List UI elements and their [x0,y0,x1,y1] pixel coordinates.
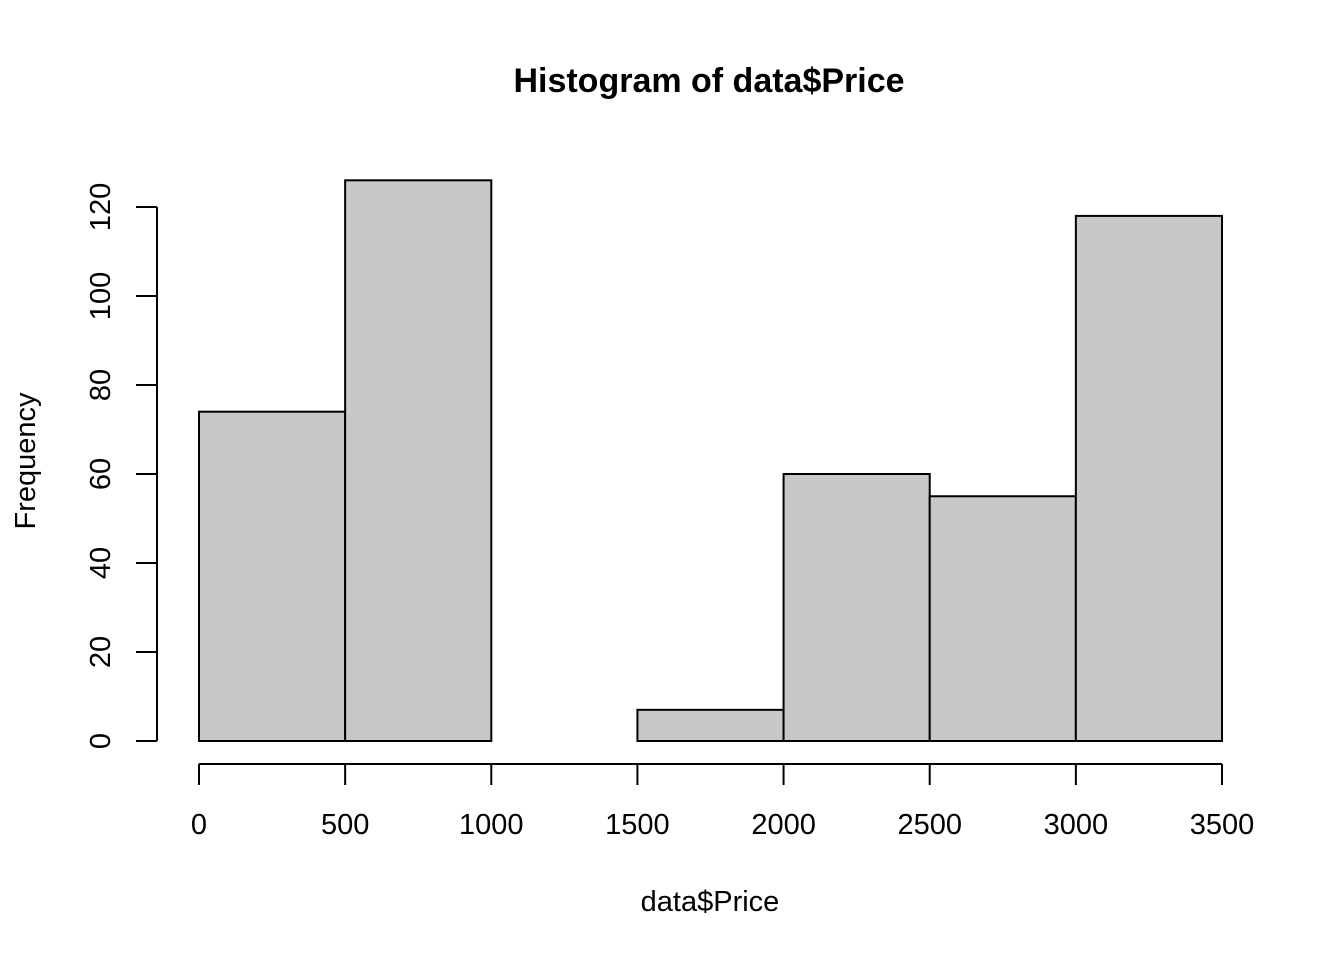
chart-title: Histogram of data$Price [513,62,904,100]
x-tick-label: 0 [191,809,207,841]
bars-group [198,179,1224,743]
x-tick-label: 1500 [605,809,670,841]
y-tick-label: 60 [85,458,117,490]
y-tick-label: 100 [85,272,117,320]
x-tick-label: 3000 [1044,809,1109,841]
y-tick-label: 20 [85,636,117,668]
histogram-bar [198,410,347,742]
y-axis-label: Frequency [10,392,42,530]
x-axis-label: data$Price [641,886,780,918]
y-tick-label: 0 [85,733,117,749]
x-tick-label: 500 [321,809,369,841]
histogram-bar [782,473,931,742]
histogram-bar [344,179,493,743]
histogram-bar [928,495,1077,742]
y-tick-label: 40 [85,547,117,579]
histogram-bar [1074,214,1224,742]
y-tick-label: 80 [85,369,117,401]
x-tick-label: 2000 [751,809,816,841]
x-tick-label: 3500 [1190,809,1255,841]
x-tick-label: 1000 [459,809,524,841]
x-tick-label: 2500 [897,809,962,841]
y-tick-label: 120 [85,183,117,231]
x-axis: 0 500 1000 1500 2000 2500 3000 3500 [191,763,1255,841]
y-axis: 0 20 40 60 80 100 120 [85,183,158,749]
histogram-bar [636,708,785,742]
